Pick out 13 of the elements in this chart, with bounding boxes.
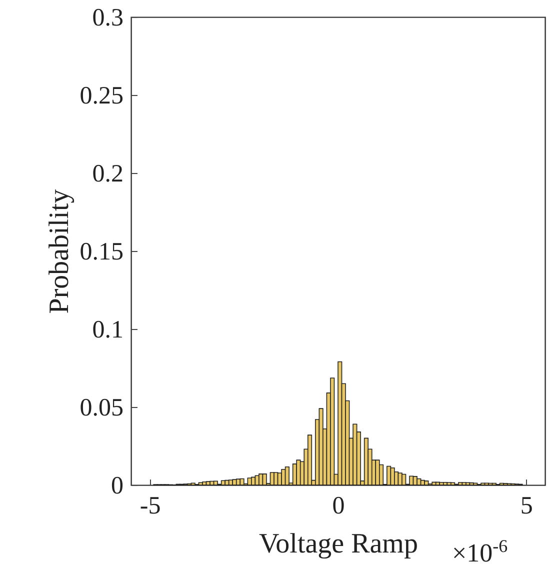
- x-tick-label: 0: [332, 492, 345, 520]
- y-tick-label: 0.2: [92, 160, 124, 188]
- x-tick-label: -5: [140, 492, 161, 520]
- y-tick-label: 0.25: [80, 82, 124, 110]
- x-axis-title: Voltage Ramp: [259, 528, 418, 560]
- y-tick-label: 0.15: [80, 238, 124, 266]
- y-tick-label: 0.1: [92, 316, 124, 344]
- y-axis-title: Probability: [44, 189, 75, 314]
- x-tick-label: 5: [520, 492, 533, 520]
- text: ×10$^{-6}$: [452, 536, 508, 569]
- y-tick-label: 0.05: [80, 394, 124, 422]
- y-tick-label: 0: [111, 472, 124, 500]
- y-tick-label: 0.3: [92, 4, 124, 32]
